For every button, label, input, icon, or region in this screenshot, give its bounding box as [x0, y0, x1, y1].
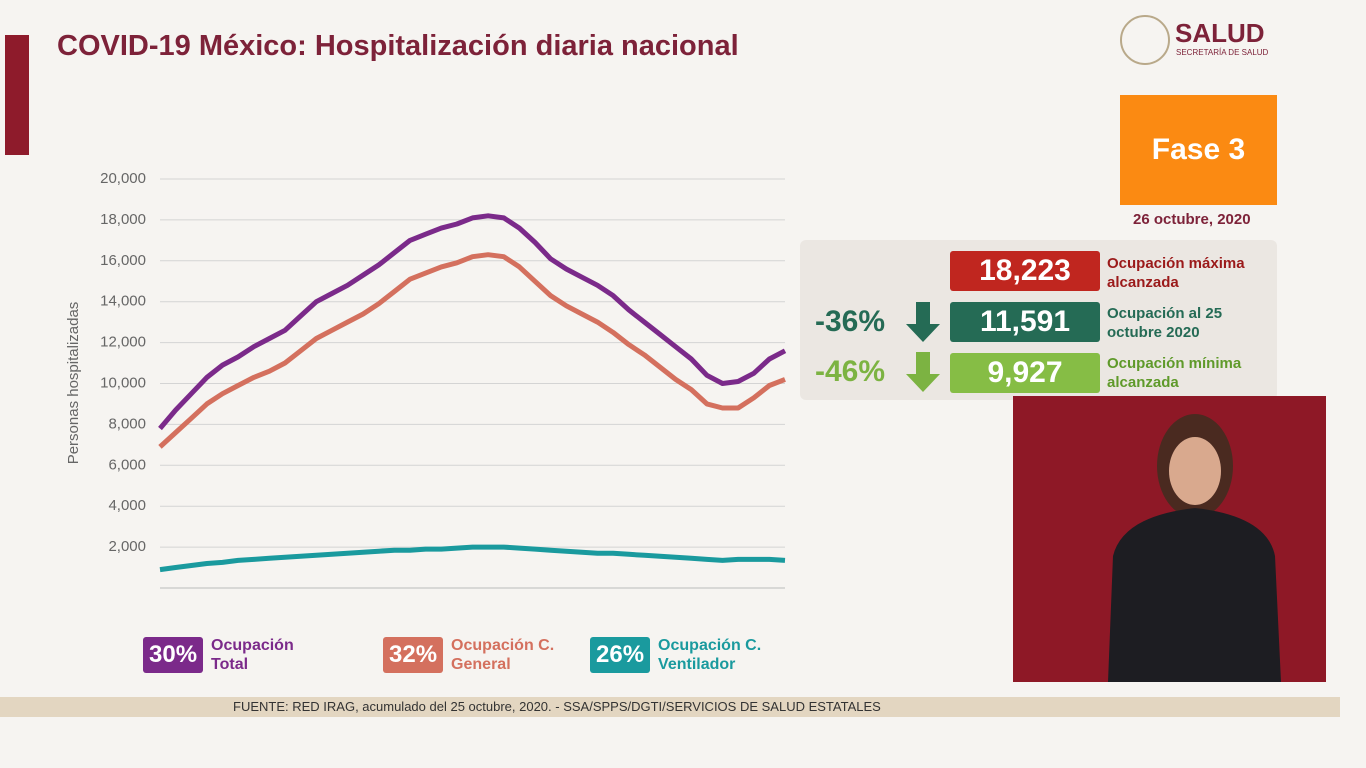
line-series	[158, 252, 786, 449]
max-label: Ocupación máxima alcanzada	[1107, 255, 1245, 291]
legend-label: Ocupación C. General	[451, 637, 555, 673]
y-tick-label: 10,000	[100, 374, 146, 391]
y-tick-label: 18,000	[100, 211, 146, 228]
legend-label: Ocupación Total	[211, 637, 294, 673]
y-tick-label: 12,000	[100, 334, 146, 351]
line-series	[159, 544, 786, 573]
current-value: 11,591	[950, 302, 1100, 342]
min-value: 9,927	[950, 353, 1100, 393]
logo: SALUD	[1175, 18, 1265, 48]
y-tick-label: 16,000	[100, 252, 146, 269]
current-label: Ocupación al 25 octubre 2020	[1107, 305, 1223, 341]
phase: Fase 3	[1120, 95, 1277, 205]
y-tick-label: 20,000	[100, 170, 146, 187]
min-change: -46%	[815, 355, 886, 388]
legend-percent: 30%	[143, 637, 204, 673]
legend-percent: 26%	[590, 637, 651, 673]
y-tick-label: 8,000	[108, 415, 146, 432]
interpreter-figure	[1108, 414, 1281, 682]
legend-percent: 32%	[383, 637, 444, 673]
y-axis-label: Personas hospitalizadas	[65, 302, 82, 465]
line-series	[158, 213, 787, 431]
min-label: Ocupación mínima alcanzada	[1107, 355, 1242, 391]
legend-item: 26% Ocupación C. Ventilador	[590, 636, 768, 674]
y-tick-label: 2,000	[108, 538, 146, 555]
legend-label: Ocupación C. Ventilador	[658, 637, 762, 673]
accent-bar	[5, 35, 29, 155]
y-tick-label: 14,000	[100, 293, 146, 310]
down-arrow	[906, 302, 940, 342]
footer: FUENTE: RED IRAG, acumulado del 25 octub…	[233, 699, 881, 714]
legend-item: 30% Ocupación Total	[143, 636, 321, 674]
interpreter-video	[1013, 396, 1326, 682]
footer-band	[0, 697, 1340, 717]
y-tick-label: 4,000	[108, 497, 146, 514]
logo-emblem	[1120, 15, 1170, 65]
logo-sub: SECRETARÍA DE SALUD	[1176, 48, 1269, 57]
date: 26 octubre, 2020	[1133, 211, 1251, 228]
y-tick-label: 6,000	[108, 456, 146, 473]
current-change: -36%	[815, 305, 886, 338]
down-arrow	[906, 352, 940, 392]
title: COVID-19 México: Hospitalización diaria …	[57, 30, 739, 62]
legend-item: 32% Ocupación C. General	[383, 636, 561, 674]
max-value: 18,223	[950, 251, 1100, 291]
